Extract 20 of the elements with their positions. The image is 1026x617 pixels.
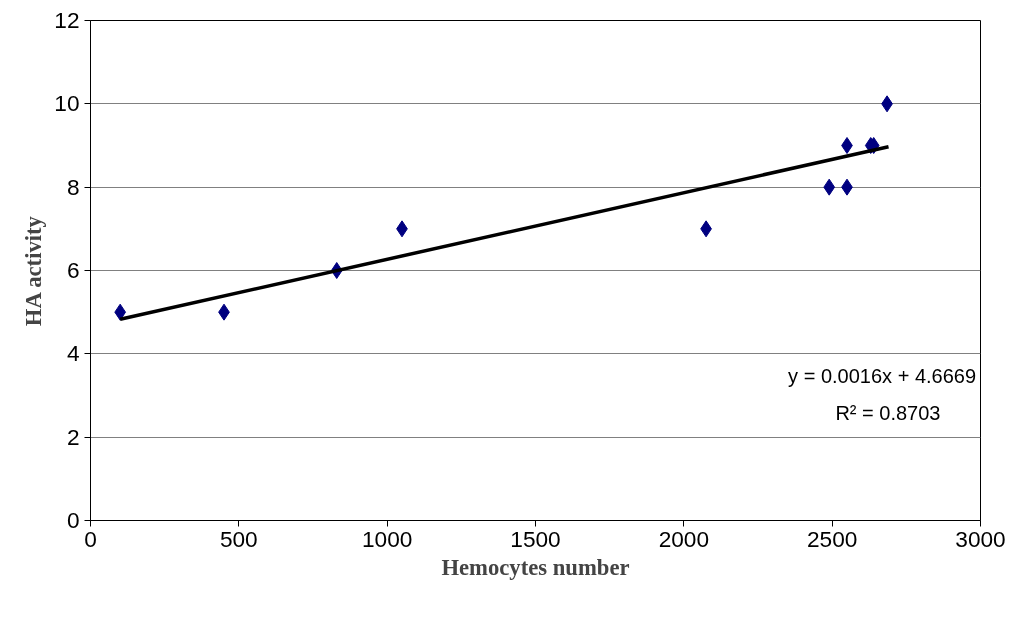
point	[823, 178, 836, 196]
y-axis-title: HA activity	[21, 215, 47, 327]
y-tick-label: 2	[66, 423, 80, 450]
x-tick-label: 0	[84, 525, 97, 552]
x-axis-title: Hemocytes number	[441, 554, 630, 580]
y-tick-label: 0	[66, 507, 80, 533]
y-tick-label: 8	[66, 173, 80, 200]
y-tick-label: 6	[66, 257, 80, 283]
x-tick-label: 500	[219, 525, 258, 552]
y-tick-label: 10	[54, 90, 80, 117]
x-tick-label: 3000	[955, 525, 1006, 552]
x-tick-label: 1500	[510, 525, 561, 552]
x-tick-label: 2500	[806, 525, 858, 552]
y-tick-label: 12	[54, 7, 80, 33]
x-tick-label: 2000	[658, 525, 710, 552]
annotation: R² = 0.8703	[835, 402, 941, 424]
point	[841, 137, 853, 154]
y-tick-label: 4	[66, 340, 80, 367]
x-tick-label: 1000	[361, 525, 413, 552]
annotation: y = 0.0016x + 4.6669	[788, 364, 977, 387]
